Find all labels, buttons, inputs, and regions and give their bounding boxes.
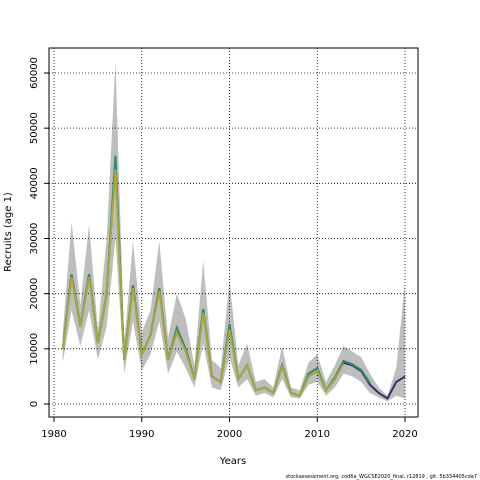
x-tick-label: 2010 <box>305 429 330 440</box>
x-tick-label: 1980 <box>41 429 66 440</box>
confidence-band <box>62 61 406 402</box>
x-tick-label: 2000 <box>217 429 242 440</box>
x-axis-label: Years <box>219 456 246 467</box>
line <box>61 169 345 397</box>
plot-frame <box>48 47 419 418</box>
y-tick-label: 10000 <box>29 333 40 365</box>
y-tick-label: 40000 <box>29 167 40 199</box>
footer: stockassessment.org, cod6a_WGCSE2020_fin… <box>286 474 477 480</box>
x-tick-label: 2020 <box>392 429 417 440</box>
y-tick-label: 30000 <box>29 223 40 255</box>
y-tick-label: 0 <box>29 401 40 407</box>
y-tick-label: 60000 <box>29 57 40 89</box>
y-tick-label: 20000 <box>29 278 40 310</box>
y-tick-label: 50000 <box>29 112 40 144</box>
y-axis-label: Recruits (age 1) <box>3 192 14 272</box>
x-tick-label: 1990 <box>129 429 154 440</box>
